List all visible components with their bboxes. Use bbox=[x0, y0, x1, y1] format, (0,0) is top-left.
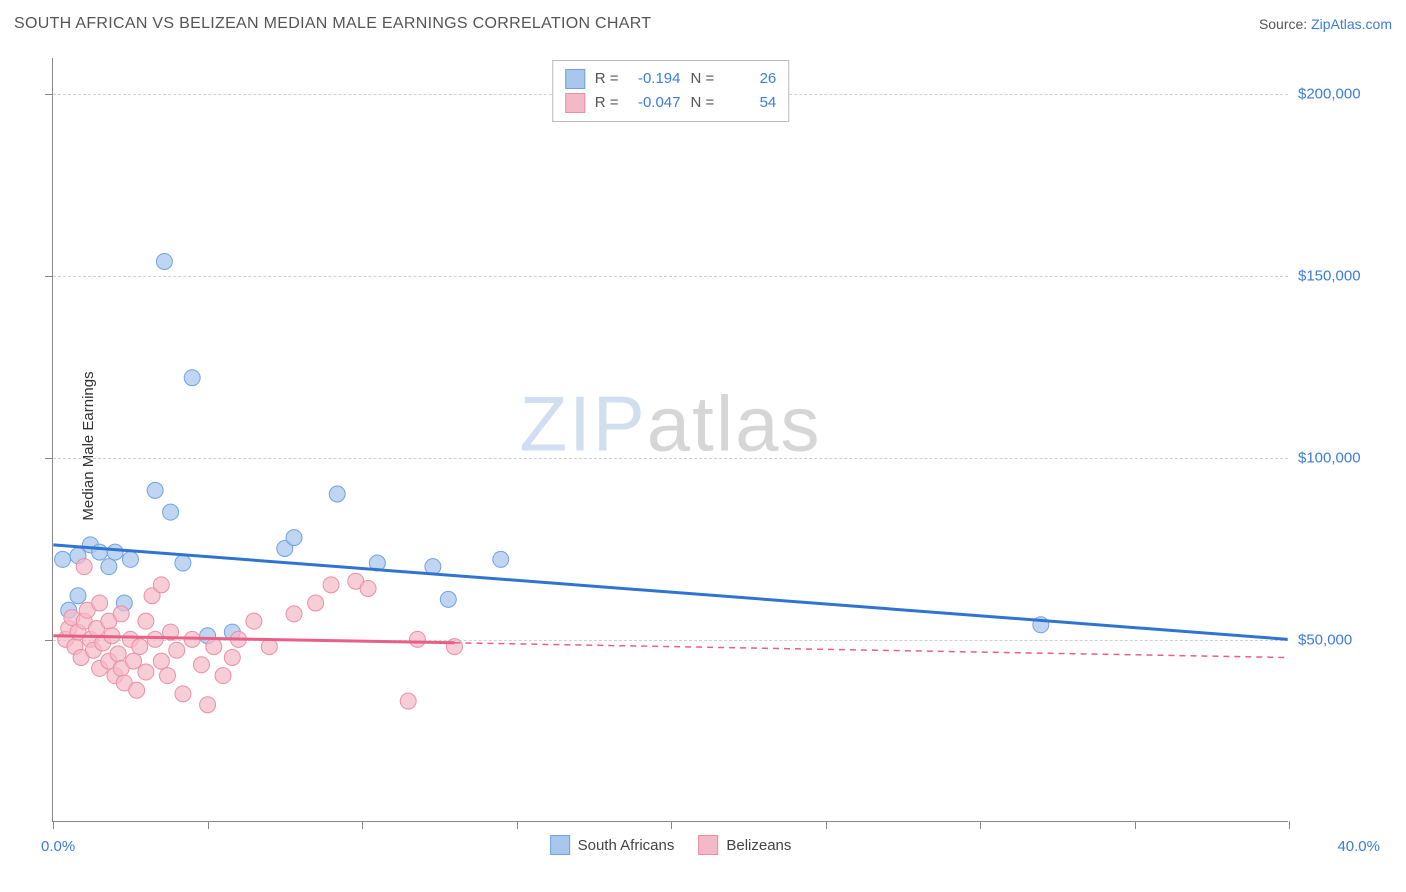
n-label-1: N = bbox=[691, 91, 715, 115]
scatter-point bbox=[175, 555, 191, 571]
scatter-point bbox=[493, 551, 509, 567]
scatter-point bbox=[70, 588, 86, 604]
scatter-point bbox=[215, 668, 231, 684]
x-tick bbox=[517, 821, 518, 829]
scatter-point bbox=[107, 544, 123, 560]
scatter-point bbox=[156, 253, 172, 269]
scatter-point bbox=[224, 650, 240, 666]
scatter-point bbox=[246, 613, 262, 629]
scatter-point bbox=[184, 370, 200, 386]
legend-swatch-0 bbox=[565, 69, 585, 89]
scatter-point bbox=[122, 551, 138, 567]
y-tick bbox=[45, 640, 53, 641]
scatter-point bbox=[126, 653, 142, 669]
chart-title: SOUTH AFRICAN VS BELIZEAN MEDIAN MALE EA… bbox=[14, 15, 651, 33]
source-prefix: Source: bbox=[1259, 16, 1311, 32]
chart-plot-area: ZIPatlas R = -0.194 N = 26 R = -0.047 N … bbox=[52, 58, 1288, 822]
scatter-point bbox=[409, 631, 425, 647]
scatter-point bbox=[440, 591, 456, 607]
y-tick-label: $150,000 bbox=[1298, 268, 1384, 285]
x-tick bbox=[208, 821, 209, 829]
x-tick bbox=[671, 821, 672, 829]
x-tick bbox=[980, 821, 981, 829]
scatter-point bbox=[175, 686, 191, 702]
scatter-point bbox=[132, 639, 148, 655]
scatter-point bbox=[193, 657, 209, 673]
r-value-1: -0.047 bbox=[629, 91, 681, 115]
scatter-point bbox=[360, 580, 376, 596]
scatter-point bbox=[286, 530, 302, 546]
y-tick bbox=[45, 276, 53, 277]
n-label-0: N = bbox=[691, 67, 715, 91]
source-link[interactable]: ZipAtlas.com bbox=[1311, 16, 1392, 32]
r-value-0: -0.194 bbox=[629, 67, 681, 91]
legend-item-0: South Africans bbox=[550, 835, 675, 855]
scatter-point bbox=[323, 577, 339, 593]
scatter-point bbox=[169, 642, 185, 658]
legend-bottom-swatch-1 bbox=[698, 835, 718, 855]
legend-bottom-swatch-0 bbox=[550, 835, 570, 855]
source-attribution: Source: ZipAtlas.com bbox=[1259, 16, 1392, 32]
y-tick bbox=[45, 94, 53, 95]
scatter-point bbox=[329, 486, 345, 502]
series-legend: South Africans Belizeans bbox=[550, 835, 792, 855]
scatter-point bbox=[101, 559, 117, 575]
scatter-plot-svg bbox=[53, 58, 1288, 821]
scatter-point bbox=[159, 668, 175, 684]
correlation-legend: R = -0.194 N = 26 R = -0.047 N = 54 bbox=[552, 60, 790, 122]
scatter-point bbox=[138, 664, 154, 680]
scatter-point bbox=[308, 595, 324, 611]
scatter-point bbox=[200, 697, 216, 713]
scatter-point bbox=[138, 613, 154, 629]
scatter-point bbox=[163, 504, 179, 520]
x-tick bbox=[1135, 821, 1136, 829]
x-tick bbox=[1289, 821, 1290, 829]
scatter-point bbox=[110, 646, 126, 662]
y-tick-label: $50,000 bbox=[1298, 632, 1384, 649]
x-axis-min-label: 0.0% bbox=[41, 838, 75, 855]
scatter-point bbox=[206, 639, 222, 655]
scatter-point bbox=[129, 682, 145, 698]
x-axis-max-label: 40.0% bbox=[1337, 838, 1380, 855]
chart-header: SOUTH AFRICAN VS BELIZEAN MEDIAN MALE EA… bbox=[0, 0, 1406, 48]
legend-bottom-label-1: Belizeans bbox=[726, 837, 791, 854]
scatter-point bbox=[446, 639, 462, 655]
scatter-point bbox=[92, 595, 108, 611]
n-value-1: 54 bbox=[724, 91, 776, 115]
scatter-point bbox=[147, 482, 163, 498]
regression-line-solid bbox=[53, 545, 1287, 639]
scatter-point bbox=[286, 606, 302, 622]
x-tick bbox=[53, 821, 54, 829]
scatter-point bbox=[147, 631, 163, 647]
y-tick-label: $100,000 bbox=[1298, 450, 1384, 467]
n-value-0: 26 bbox=[724, 67, 776, 91]
x-tick bbox=[826, 821, 827, 829]
x-tick bbox=[362, 821, 363, 829]
legend-swatch-1 bbox=[565, 93, 585, 113]
legend-item-1: Belizeans bbox=[698, 835, 791, 855]
scatter-point bbox=[76, 559, 92, 575]
r-label-1: R = bbox=[595, 91, 619, 115]
legend-bottom-label-0: South Africans bbox=[578, 837, 675, 854]
scatter-point bbox=[55, 551, 71, 567]
legend-row-series-1: R = -0.047 N = 54 bbox=[565, 91, 777, 115]
scatter-point bbox=[400, 693, 416, 709]
y-tick bbox=[45, 458, 53, 459]
scatter-point bbox=[113, 606, 129, 622]
scatter-point bbox=[153, 653, 169, 669]
r-label-0: R = bbox=[595, 67, 619, 91]
y-tick-label: $200,000 bbox=[1298, 86, 1384, 103]
legend-row-series-0: R = -0.194 N = 26 bbox=[565, 67, 777, 91]
regression-line-dashed bbox=[454, 643, 1287, 658]
scatter-point bbox=[153, 577, 169, 593]
